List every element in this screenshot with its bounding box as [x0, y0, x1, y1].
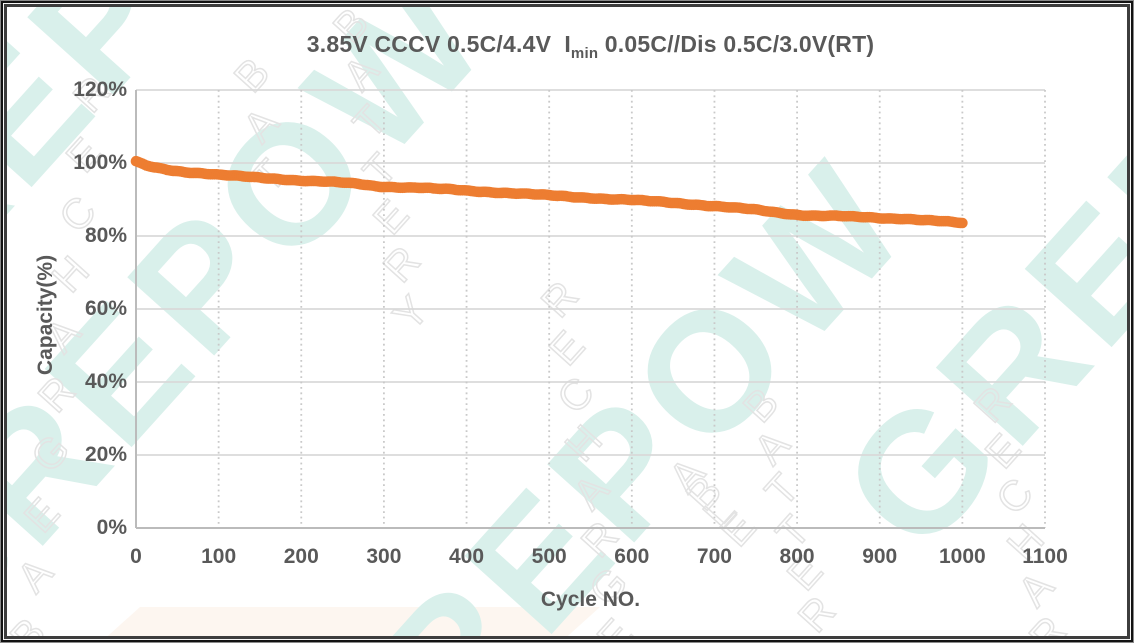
watermark-tagline-letter: E [540, 322, 594, 374]
x-tick-label: 500 [531, 545, 567, 568]
capacity-series [130, 155, 968, 229]
watermark-tagline-letter: Y [384, 287, 438, 339]
x-tick-label: 700 [696, 545, 732, 568]
y-tick-label: 60% [84, 297, 127, 320]
gridlines [136, 89, 1046, 528]
watermark-tagline-letter: R [374, 237, 429, 291]
y-tick-label: 0% [96, 516, 127, 539]
x-tick-label: 800 [779, 545, 815, 568]
watermark-accent-strip [100, 607, 600, 643]
x-tick-label: 1000 [939, 545, 986, 568]
watermark-tagline-letter: R [1020, 607, 1075, 643]
y-tick-label: 40% [84, 370, 127, 393]
y-tick-label: 100% [73, 151, 127, 174]
x-tick-label: 300 [366, 545, 402, 568]
x-tick-label: 100 [201, 545, 237, 568]
x-tick-label: 900 [862, 545, 898, 568]
x-tick-label: 600 [614, 545, 650, 568]
chart-title-subscript: min [570, 45, 599, 62]
y-tick-label: 120% [73, 78, 127, 101]
x-tick-label: 1100 [1022, 545, 1068, 568]
watermark-tagline-letter: R [532, 272, 587, 326]
chart-title-part2: 0.05C//Dis 0.5C/3.0V(RT) [598, 31, 875, 57]
x-tick-label: 200 [283, 545, 319, 568]
y-tick-label: 20% [84, 443, 127, 466]
y-tick-label: 80% [84, 224, 127, 247]
x-tick-label: 400 [449, 545, 485, 568]
chart-title: 3.85V CCCV 0.5C/4.4V Imin 0.05C//Dis 0.5… [136, 31, 1045, 62]
x-tick-label: 0 [130, 545, 142, 568]
x-axis-title: Cycle NO. [540, 588, 641, 611]
chart-title-part1: 3.85V CCCV 0.5C/4.4V I [306, 31, 571, 57]
